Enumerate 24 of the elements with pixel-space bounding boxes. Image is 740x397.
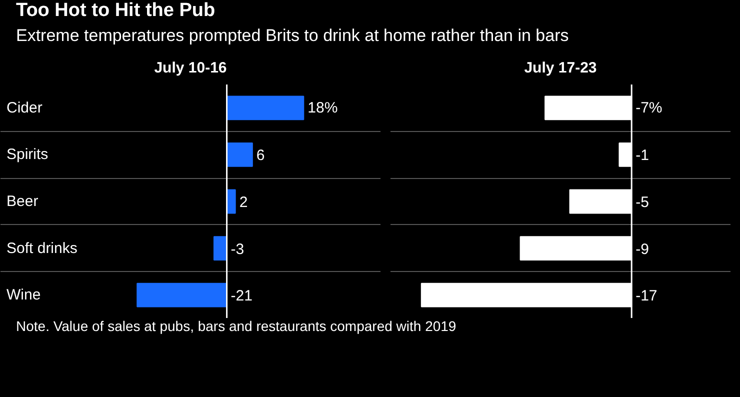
data-label: -7% xyxy=(636,99,662,116)
data-label: 18% xyxy=(308,99,338,116)
bar xyxy=(136,282,228,308)
chart-subtitle: Extreme temperatures prompted Brits to drink at home rather than in bars xyxy=(16,26,569,46)
y-tick-label: Spirits xyxy=(6,146,48,164)
data-label: -5 xyxy=(636,194,649,211)
chart-title: Too Hot to Hit the Pub xyxy=(16,0,216,23)
bar xyxy=(213,236,228,260)
data-label: -3 xyxy=(230,240,244,258)
bar xyxy=(226,96,304,120)
bar xyxy=(226,142,253,167)
y-tick-label: Wine xyxy=(6,286,41,304)
data-label: -21 xyxy=(230,288,252,305)
x-axis-title: July 17-23 xyxy=(524,60,597,76)
annotation: Note. Value of sales at pubs, bars and restaurants compared with 2019 xyxy=(16,318,456,335)
y-tick-label: Soft drinks xyxy=(6,240,78,257)
data-label: 6 xyxy=(256,147,265,164)
data-label: -9 xyxy=(636,240,649,258)
x-axis-title: July 10-16 xyxy=(154,60,227,76)
y-tick-label: Cider xyxy=(6,99,42,116)
y-tick-label: Beer xyxy=(6,193,38,210)
data-label: 2 xyxy=(239,194,248,211)
data-label: -1 xyxy=(636,147,649,164)
data-label: -17 xyxy=(636,288,658,305)
